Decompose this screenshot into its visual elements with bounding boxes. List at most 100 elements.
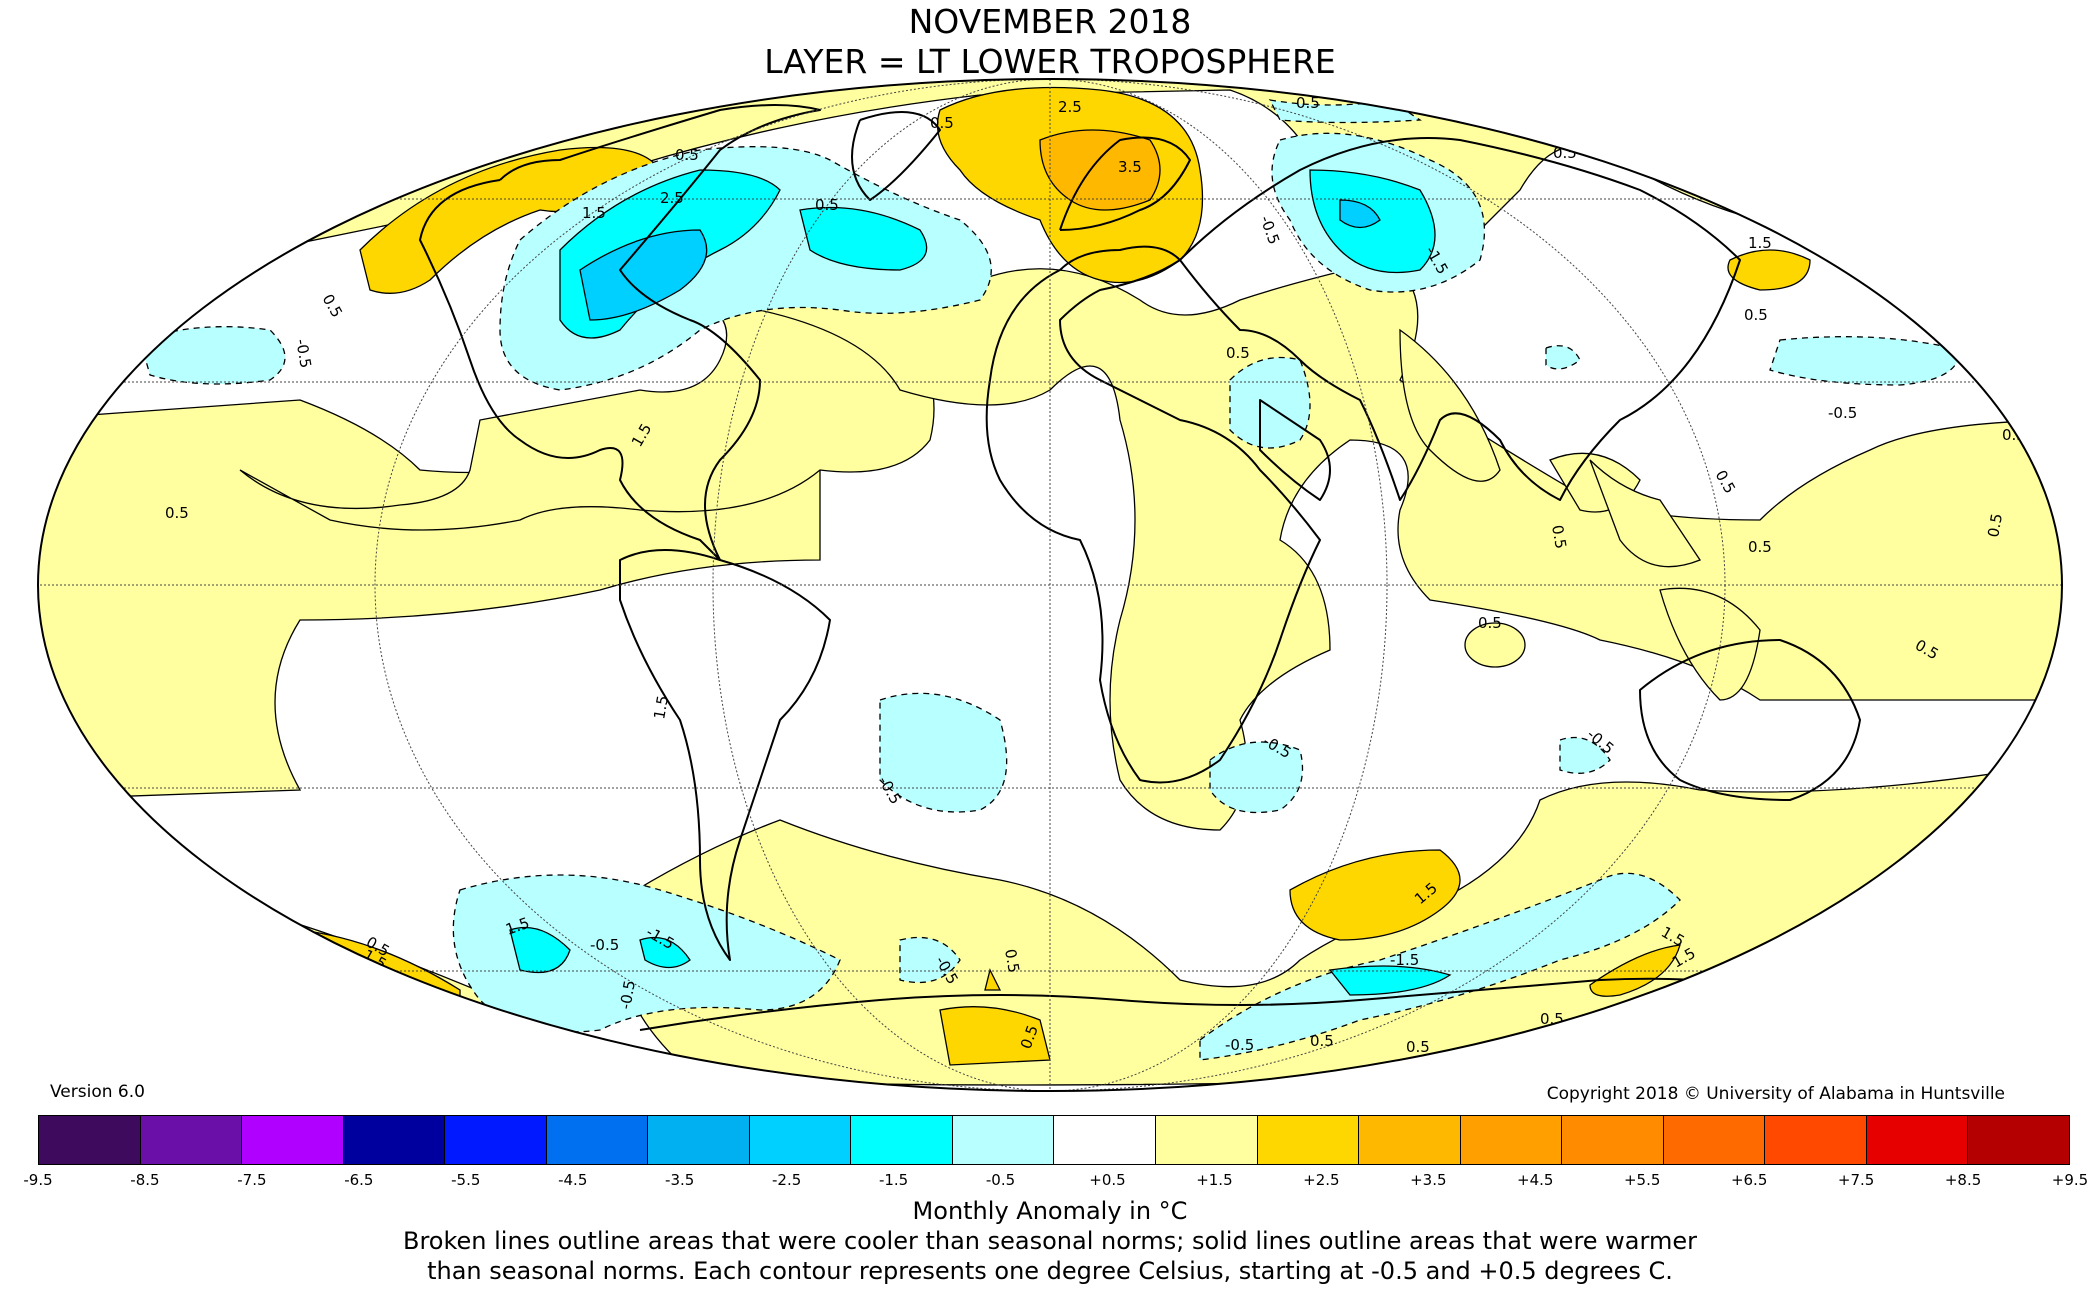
warm-region <box>1399 328 1501 482</box>
warm-core <box>984 968 1002 991</box>
cool-core <box>799 206 928 271</box>
contour-label: 0.5 <box>930 114 954 132</box>
contour-label: 0.5 <box>1478 614 1502 632</box>
color-scale-segment <box>1460 1116 1563 1164</box>
coastline <box>1059 136 1191 231</box>
color-scale-tick-label: +6.5 <box>1730 1171 1768 1189</box>
color-scale-tick-label: -5.5 <box>451 1171 481 1189</box>
color-scale-ticks: -9.5 -8.5 -7.5 -6.5 -5.5 -4.5 -3.5 -2.5 -1.5 -0.5… <box>23 1165 2088 1195</box>
color-scale-bar <box>38 1115 2070 1165</box>
contour-label: -0.5 <box>292 338 315 370</box>
contour-label: -0.5 <box>590 936 619 954</box>
contour-label: 2.5 <box>1058 98 1082 116</box>
color-scale-tick-label: +0.5 <box>1089 1171 1126 1189</box>
cool-core <box>509 926 571 974</box>
warm-core <box>1727 249 1811 291</box>
contour-label: -0.5 <box>1828 404 1857 422</box>
color-scale-tick-label: -2.5 <box>771 1171 802 1189</box>
contour-label: 0.5 <box>165 504 189 522</box>
coastline <box>1179 137 1741 501</box>
map-subtitle: LAYER = LT LOWER TROPOSPHERE <box>764 42 1336 81</box>
contour-label: 1.5 <box>582 204 606 222</box>
contour-label: 0.5 <box>815 196 839 214</box>
color-scale-label: Monthly Anomaly in °C <box>912 1197 1188 1225</box>
color-scale-tick-label: -0.5 <box>985 1171 1016 1189</box>
cool-core <box>1328 965 1452 996</box>
longitude-line <box>712 79 1388 1091</box>
cool-region <box>1769 336 1961 386</box>
color-scale-tick-label: +8.5 <box>1944 1171 1982 1189</box>
color-scale-tick-label: -7.5 <box>237 1171 267 1189</box>
cool-region <box>1209 741 1304 814</box>
cool-core <box>1339 199 1381 229</box>
color-scale-tick-label: -4.5 <box>558 1171 588 1189</box>
contour-label: 1.5 <box>1748 234 1772 252</box>
color-scale-segment <box>445 1116 547 1164</box>
color-scale-tick-label: +3.5 <box>1410 1171 1447 1189</box>
caption-line: than seasonal norms. Each contour repres… <box>427 1257 1673 1285</box>
color-scale-segment <box>749 1116 852 1164</box>
contour-label: 0.5 <box>1744 306 1768 324</box>
cool-core <box>579 229 708 321</box>
color-scale-segment <box>1866 1116 1969 1164</box>
color-scale-tick-label: -3.5 <box>665 1171 695 1189</box>
contour-label: -1.5 <box>1390 951 1419 969</box>
color-scale-segment <box>1765 1116 1867 1164</box>
color-scale-segment <box>39 1116 141 1164</box>
color-scale-segment <box>1359 1116 1461 1164</box>
warm-core <box>1289 849 1461 941</box>
color-scale-segment <box>1562 1116 1664 1164</box>
color-scale-segment <box>952 1116 1055 1164</box>
copyright-label: Copyright 2018 © University of Alabama i… <box>1546 1084 2005 1104</box>
contour-label: 0.5 <box>1548 524 1570 551</box>
contour-label: 2.5 <box>660 189 684 207</box>
contour-label: 0.5 <box>1001 948 1023 975</box>
contour-label: 0.5 <box>1296 94 1320 112</box>
color-scale-tick-label: +2.5 <box>1303 1171 1340 1189</box>
warm-core <box>939 1006 1051 1066</box>
cool-region <box>1559 736 1611 774</box>
color-scale-tick-label: +5.5 <box>1623 1171 1661 1189</box>
color-scale-segment <box>242 1116 344 1164</box>
coastline <box>985 245 1321 784</box>
cool-region <box>139 326 286 385</box>
warm-core <box>1589 944 1681 997</box>
contour-label: -0.5 <box>1225 1036 1254 1054</box>
map-title: NOVEMBER 2018 <box>908 2 1192 41</box>
color-scale-tick-label: +9.5 <box>2051 1171 2089 1189</box>
warm-region <box>1659 587 1761 701</box>
color-scale-segment <box>648 1116 750 1164</box>
coastline <box>1639 639 1861 801</box>
color-scale-tick-label: +4.5 <box>1517 1171 1554 1189</box>
warm-region <box>239 299 935 531</box>
contour-label: 0.5 <box>1310 1032 1334 1050</box>
color-scale-segment <box>1663 1116 1766 1164</box>
color-scale-segment <box>851 1116 953 1164</box>
contour-label: 1.5 <box>650 694 672 721</box>
color-scale-tick-label: -6.5 <box>344 1171 374 1189</box>
color-scale-tick-label: +1.5 <box>1196 1171 1233 1189</box>
cool-region <box>1229 356 1311 449</box>
cool-core <box>639 936 691 969</box>
color-scale-segment <box>1257 1116 1360 1164</box>
contour-label: 0.5 <box>1406 1038 1430 1056</box>
color-scale-segment <box>343 1116 446 1164</box>
contour-label: 0.5 <box>1984 512 2006 539</box>
cool-region <box>1199 872 1681 1061</box>
color-scale-tick-label: -9.5 <box>23 1171 53 1189</box>
color-scale-segment <box>1968 1116 2069 1164</box>
contour-label: 3.5 <box>1118 158 1142 176</box>
coastline <box>619 549 831 961</box>
cool-region <box>1545 345 1581 370</box>
coastline <box>639 977 1781 1031</box>
cool-region <box>879 692 1008 813</box>
coastline <box>419 104 821 561</box>
warm-region <box>1464 622 1526 668</box>
color-scale-segment <box>1156 1116 1258 1164</box>
contour-label: 0.5 <box>675 146 699 164</box>
color-scale-tick-label: -1.5 <box>878 1171 909 1189</box>
warm-region <box>1589 459 1701 568</box>
longitude-line <box>374 79 1726 1091</box>
contour-label: 0.5 <box>1226 344 1250 362</box>
